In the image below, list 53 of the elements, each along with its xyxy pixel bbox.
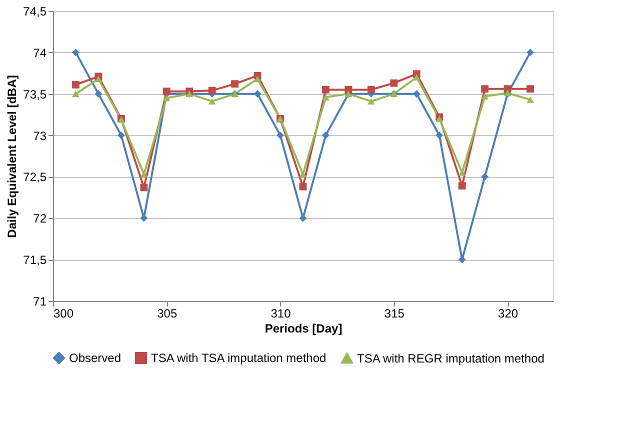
- point: [458, 182, 466, 190]
- y-tick-label: 71: [33, 294, 47, 308]
- x-tick-label: 315: [384, 306, 405, 320]
- point: [526, 48, 534, 56]
- legend-label: TSA with TSA imputation method: [151, 351, 326, 365]
- point: [322, 94, 330, 100]
- y-tick-label: 73,5: [23, 87, 47, 102]
- y-tick-label: 72,5: [23, 170, 47, 184]
- point: [94, 76, 102, 82]
- x-tick-label: 320: [498, 306, 518, 320]
- point: [504, 85, 512, 93]
- point: [140, 184, 148, 192]
- point: [481, 173, 489, 180]
- point: [481, 93, 489, 100]
- point: [94, 90, 102, 98]
- point: [344, 86, 352, 94]
- y-tick-label: 74: [33, 46, 47, 60]
- point: [208, 86, 216, 94]
- point: [322, 86, 330, 94]
- y-tick-label: 71,5: [23, 253, 47, 268]
- point: [231, 80, 239, 88]
- point: [72, 90, 80, 98]
- point: [140, 171, 148, 178]
- x-tick-label: 310: [270, 306, 292, 320]
- point: [367, 86, 375, 94]
- point: [436, 116, 444, 122]
- point: [276, 132, 284, 139]
- point: [254, 90, 262, 98]
- x-axis-title: Periods [Day]: [264, 322, 342, 336]
- point: [526, 96, 534, 103]
- point: [208, 98, 216, 105]
- point: [162, 94, 170, 102]
- point: [72, 81, 80, 88]
- x-tick-label: 305: [157, 306, 178, 320]
- point: [436, 132, 444, 139]
- y-tick-label: 73: [33, 128, 47, 143]
- y-axis-title: Daily Equivalent Level [dBA]: [5, 75, 20, 238]
- point: [162, 88, 170, 96]
- x-tick-label: 300: [54, 306, 74, 320]
- point: [117, 132, 125, 139]
- point: [322, 132, 330, 139]
- y-tick-label: 72: [33, 212, 47, 226]
- point: [299, 182, 307, 190]
- y-tick-label: 74,5: [23, 4, 47, 18]
- point: [367, 98, 375, 105]
- point: [526, 85, 534, 93]
- point: [254, 76, 262, 82]
- point: [412, 90, 420, 98]
- point: [390, 79, 398, 87]
- legend-label: TSA with REGR imputation method: [357, 351, 544, 366]
- point: [481, 85, 489, 93]
- point: [72, 48, 80, 56]
- legend-label: Observed: [69, 351, 122, 365]
